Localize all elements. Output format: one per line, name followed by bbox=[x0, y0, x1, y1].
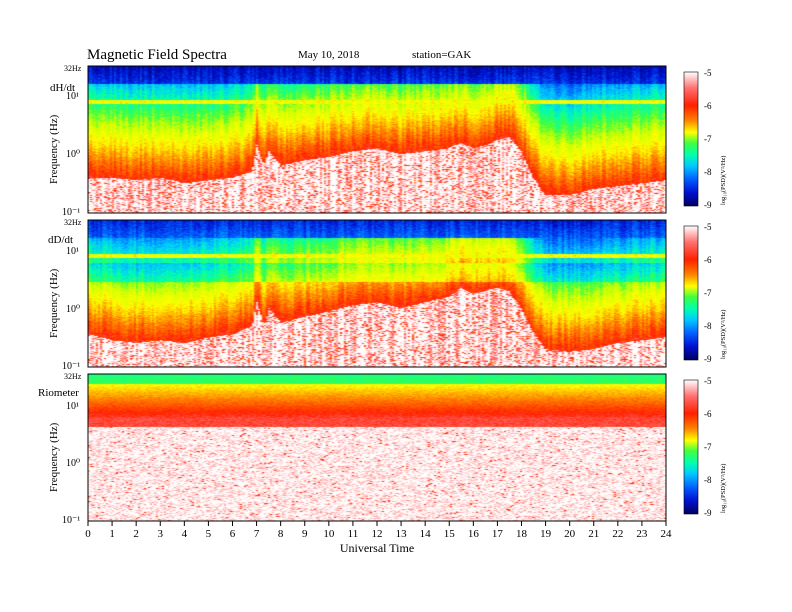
ytick-10-neg1: 10⁻¹ bbox=[62, 207, 80, 218]
colorbar-ticks: -5 -6 -7 -8 -9 bbox=[704, 68, 712, 210]
cbar-tick: -5 bbox=[704, 222, 712, 232]
cbar-tick: -7 bbox=[704, 442, 712, 452]
x-tick-label: 6 bbox=[230, 528, 236, 540]
x-tick-label: 7 bbox=[254, 528, 260, 540]
x-tick-label: 3 bbox=[158, 528, 164, 540]
colorbar bbox=[683, 225, 699, 361]
colorbar-ticks: -5 -6 -7 -8 -9 bbox=[704, 222, 712, 364]
panel-top-label: 32Hz bbox=[64, 372, 82, 381]
cbar-tick: -8 bbox=[704, 475, 712, 485]
colorbar-label: log₁₀(PSD)(V²/Hz) bbox=[720, 310, 727, 359]
cbar-tick: -7 bbox=[704, 288, 712, 298]
panel-label: dH/dt bbox=[50, 82, 75, 94]
y-axis-label: Frequency (Hz) bbox=[48, 114, 60, 184]
x-tick-label: 2 bbox=[133, 528, 139, 540]
x-axis-label: Universal Time bbox=[340, 541, 414, 555]
x-tick-label: 10 bbox=[323, 528, 335, 540]
x-tick-label: 23 bbox=[636, 528, 648, 540]
cbar-tick: -7 bbox=[704, 134, 712, 144]
colorbar bbox=[683, 71, 699, 207]
figure-station: station=GAK bbox=[412, 49, 471, 61]
figure-title: Magnetic Field Spectra bbox=[87, 47, 227, 63]
ytick-10-1: 10¹ bbox=[66, 246, 79, 257]
panel-label: dD/dt bbox=[48, 234, 73, 246]
cbar-tick: -8 bbox=[704, 167, 712, 177]
ytick-10-1: 10¹ bbox=[66, 401, 79, 412]
cbar-tick: -9 bbox=[704, 354, 712, 364]
x-tick-label: 1 bbox=[109, 528, 115, 540]
cbar-tick: -9 bbox=[704, 200, 712, 210]
y-axis-label: Frequency (Hz) bbox=[48, 422, 60, 492]
y-axis-label: Frequency (Hz) bbox=[48, 268, 60, 338]
x-tick-label: 0 bbox=[85, 528, 91, 540]
cbar-tick: -6 bbox=[704, 255, 712, 265]
colorbar-label: log₁₀(PSD)(V²/Hz) bbox=[720, 464, 727, 513]
ytick-10-0: 10⁰ bbox=[66, 458, 80, 469]
colorbar bbox=[683, 379, 699, 515]
ytick-10-neg1: 10⁻¹ bbox=[62, 515, 80, 526]
x-tick-label: 24 bbox=[661, 528, 673, 540]
panel-top-label: 32Hz bbox=[64, 64, 82, 73]
ytick-10-neg1: 10⁻¹ bbox=[62, 361, 80, 372]
cbar-tick: -9 bbox=[704, 508, 712, 518]
x-tick-label: 14 bbox=[420, 528, 432, 540]
x-axis: 0 1 2 3 4 5 6 7 8 9 10 11 12 13 14 15 16 17 18 19 20 21 22 23 24 bbox=[85, 521, 672, 540]
x-tick-label: 21 bbox=[588, 528, 599, 540]
panel-dhdt: 32Hz dH/dt 10¹ 10⁰ 10⁻¹ Frequency (Hz) -… bbox=[48, 64, 727, 218]
x-tick-label: 11 bbox=[348, 528, 359, 540]
ytick-10-1: 10¹ bbox=[66, 91, 79, 102]
x-tick-label: 15 bbox=[444, 528, 456, 540]
figure-date: May 10, 2018 bbox=[298, 49, 360, 61]
x-tick-label: 4 bbox=[182, 528, 188, 540]
x-tick-label: 12 bbox=[372, 528, 383, 540]
x-tick-label: 18 bbox=[516, 528, 528, 540]
spectrogram-dddt bbox=[88, 220, 666, 367]
panel-top-label: 32Hz bbox=[64, 218, 82, 227]
x-tick-label: 20 bbox=[564, 528, 576, 540]
ytick-10-0: 10⁰ bbox=[66, 304, 80, 315]
spectrogram-dhdt bbox=[88, 66, 666, 213]
colorbar-label: log₁₀(PSD)(V²/Hz) bbox=[720, 156, 727, 205]
panel-dddt: 32Hz dD/dt 10¹ 10⁰ 10⁻¹ Frequency (Hz) -… bbox=[48, 218, 727, 372]
panel-label: Riometer bbox=[38, 387, 79, 399]
ytick-10-0: 10⁰ bbox=[66, 149, 80, 160]
colorbar-ticks: -5 -6 -7 -8 -9 bbox=[704, 376, 712, 518]
panel-frame bbox=[87, 65, 667, 214]
x-tick-label: 8 bbox=[278, 528, 284, 540]
x-tick-label: 22 bbox=[612, 528, 623, 540]
cbar-tick: -5 bbox=[704, 68, 712, 78]
x-tick-label: 16 bbox=[468, 528, 480, 540]
cbar-tick: -6 bbox=[704, 409, 712, 419]
cbar-tick: -6 bbox=[704, 101, 712, 111]
x-tick-label: 19 bbox=[540, 528, 552, 540]
x-tick-label: 17 bbox=[492, 528, 504, 540]
x-tick-label: 9 bbox=[302, 528, 308, 540]
spectrogram-riometer bbox=[88, 374, 666, 521]
panel-riometer: 32Hz Riometer 10¹ 10⁰ 10⁻¹ Frequency (Hz… bbox=[38, 372, 727, 526]
panel-frame bbox=[87, 219, 667, 368]
cbar-tick: -5 bbox=[704, 376, 712, 386]
x-tick-label: 5 bbox=[206, 528, 212, 540]
cbar-tick: -8 bbox=[704, 321, 712, 331]
x-tick-label: 13 bbox=[396, 528, 408, 540]
